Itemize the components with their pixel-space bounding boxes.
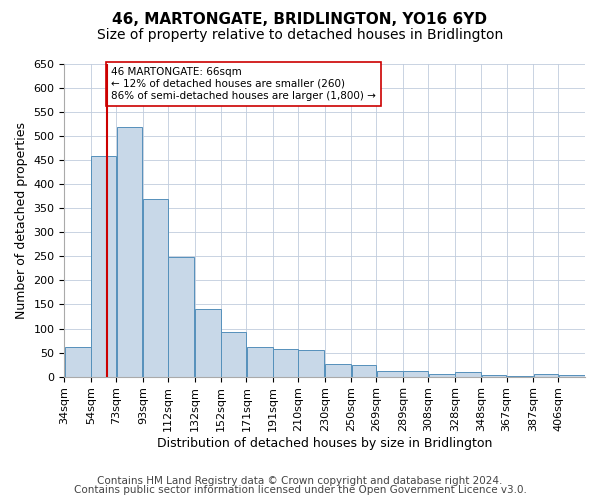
Y-axis label: Number of detached properties: Number of detached properties (15, 122, 28, 319)
Bar (247, 347, 272, 376)
Bar (116, 126, 142, 376)
Text: Contains public sector information licensed under the Open Government Licence v3: Contains public sector information licen… (74, 485, 526, 495)
Bar (143, 198, 167, 376)
Bar (65, 347, 91, 376)
Bar (352, 364, 376, 376)
Bar (91, 156, 116, 376)
Bar (325, 364, 351, 376)
Bar (482, 375, 506, 376)
Bar (273, 349, 298, 376)
Text: Size of property relative to detached houses in Bridlington: Size of property relative to detached ho… (97, 28, 503, 42)
Bar (559, 375, 584, 376)
Bar (403, 371, 428, 376)
Bar (169, 258, 194, 376)
Text: Contains HM Land Registry data © Crown copyright and database right 2024.: Contains HM Land Registry data © Crown c… (97, 476, 503, 486)
Bar (533, 374, 558, 376)
Bar (377, 372, 403, 376)
Text: 46 MARTONGATE: 66sqm
← 12% of detached houses are smaller (260)
86% of semi-deta: 46 MARTONGATE: 66sqm ← 12% of detached h… (111, 68, 376, 100)
Bar (428, 374, 455, 376)
Bar (195, 310, 221, 376)
Bar (221, 332, 246, 376)
Bar (455, 372, 481, 376)
Bar (298, 350, 325, 376)
Text: 46, MARTONGATE, BRIDLINGTON, YO16 6YD: 46, MARTONGATE, BRIDLINGTON, YO16 6YD (113, 12, 487, 28)
X-axis label: Distribution of detached houses by size in Bridlington: Distribution of detached houses by size … (157, 437, 493, 450)
